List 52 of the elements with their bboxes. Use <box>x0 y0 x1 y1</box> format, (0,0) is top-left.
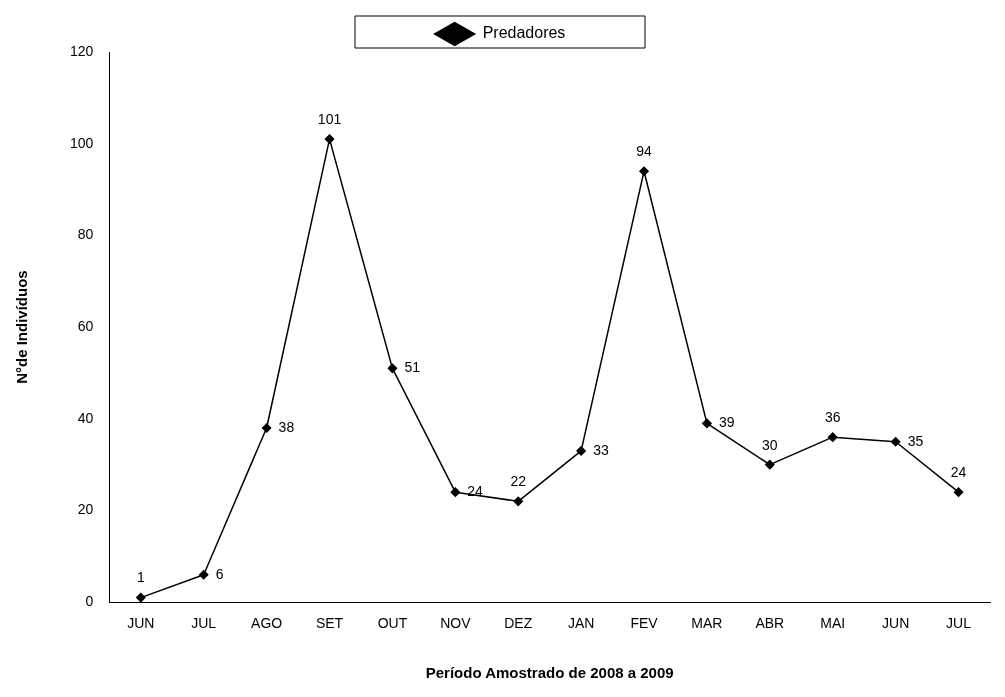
data-label: 24 <box>467 483 484 500</box>
point <box>639 166 649 176</box>
y-tick-label: 20 <box>77 501 94 518</box>
point <box>702 418 712 429</box>
y-tick-label: 100 <box>70 134 94 151</box>
x-tick-label: AGO <box>251 615 283 632</box>
legend-label: Predadores <box>482 24 566 42</box>
point <box>513 496 523 507</box>
x-tick-label: OUT <box>377 615 408 632</box>
point <box>324 134 335 144</box>
data-label: 35 <box>907 432 924 449</box>
data-label: 101 <box>317 110 342 127</box>
x-tick-label: JUN <box>882 615 910 632</box>
data-label: 24 <box>950 464 967 481</box>
x-tick-label: NOV <box>440 615 472 632</box>
data-label: 94 <box>636 143 653 160</box>
y-axis-title: N°de Indivíduos <box>13 270 31 384</box>
x-tick-label: SET <box>315 615 344 632</box>
x-axis-title: Período Amostrado de 2008 a 2009 <box>425 664 674 682</box>
data-label: 22 <box>510 473 527 490</box>
point <box>827 432 838 442</box>
data-label: 51 <box>404 359 421 376</box>
point <box>953 487 964 497</box>
point <box>198 569 209 580</box>
x-tick-label: ABR <box>755 615 785 632</box>
y-tick-label: 80 <box>77 226 94 243</box>
x-tick-label: MAI <box>820 615 846 632</box>
data-label: 33 <box>593 441 609 458</box>
point <box>576 446 586 456</box>
x-tick-label: DEZ <box>504 615 533 632</box>
x-tick-label: JUL <box>946 615 972 632</box>
y-tick-label: 120 <box>70 42 94 59</box>
point <box>387 363 398 374</box>
y-tick-label: 40 <box>77 409 94 426</box>
point <box>261 423 272 433</box>
x-tick-label: JUL <box>191 615 217 632</box>
data-label: 38 <box>278 418 295 435</box>
point <box>890 436 901 447</box>
data-label: 30 <box>762 436 778 453</box>
x-tick-label: MAR <box>691 615 723 632</box>
point <box>136 592 146 603</box>
data-label: 36 <box>824 409 841 425</box>
data-label: 6 <box>215 565 224 582</box>
point <box>765 459 775 470</box>
x-tick-label: JUN <box>127 615 155 632</box>
x-tick-label: FEV <box>630 615 659 632</box>
data-label: 1 <box>136 569 145 586</box>
y-tick-label: 60 <box>77 317 94 334</box>
point <box>450 487 461 497</box>
y-tick-label: 0 <box>85 593 94 610</box>
data-label: 39 <box>718 414 735 431</box>
x-tick-label: JAN <box>567 615 595 632</box>
